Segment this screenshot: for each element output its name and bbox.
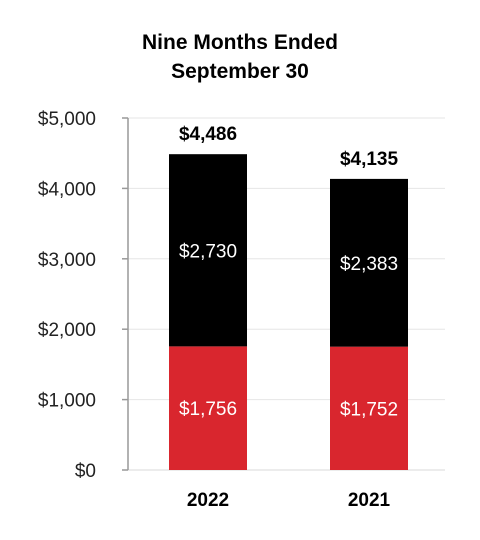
- bar-total-label: $4,135: [340, 149, 399, 170]
- bar-segment-2021-0: [330, 346, 408, 470]
- y-tick-label: $5,000: [38, 109, 96, 130]
- x-category-label: 2022: [187, 490, 229, 511]
- bar-segment-2022-1: [169, 154, 247, 347]
- y-tick-label: $4,000: [38, 179, 96, 200]
- bar-segment-2022-0: [169, 346, 247, 470]
- x-category-label: 2021: [348, 490, 391, 511]
- chart-title-line-2: September 30: [171, 60, 309, 83]
- bar-segment-2021-1: [330, 178, 408, 347]
- y-tick-label: $3,000: [38, 250, 96, 271]
- chart-title-line-1: Nine Months Ended: [142, 31, 338, 54]
- bar-segment-label: $1,752: [340, 399, 398, 420]
- y-tick-label: $2,000: [38, 320, 96, 341]
- y-tick-label: $1,000: [38, 391, 96, 412]
- bar-segment-label: $2,730: [179, 241, 237, 262]
- y-tick-label: $0: [75, 461, 96, 482]
- bar-segment-label: $2,383: [340, 254, 398, 275]
- chart-title: Nine Months Ended September 30: [0, 28, 480, 86]
- bar-segment-label: $1,756: [179, 399, 237, 420]
- bar-total-label: $4,486: [179, 124, 237, 145]
